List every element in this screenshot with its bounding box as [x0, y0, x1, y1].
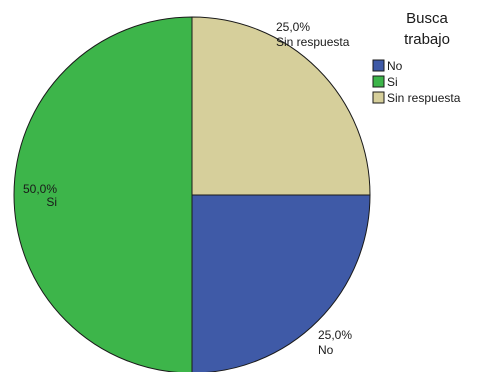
legend-items: No Si Sin respuesta: [372, 59, 461, 105]
pie-slices: [13, 16, 371, 374]
legend-item-sin-respuesta: Sin respuesta: [372, 91, 461, 105]
slice-category-label-si: Si: [46, 195, 57, 209]
slice-percent-label-si: 50,0%: [23, 182, 57, 196]
legend-label-si: Si: [387, 75, 398, 89]
slice-percent-label-no: 25,0%: [318, 328, 352, 342]
legend-item-si: Si: [372, 75, 398, 89]
legend-title-line-1: Busca: [406, 10, 448, 27]
legend-label-no: No: [387, 59, 403, 73]
slice-percent-label-sin-respuesta: 25,0%: [276, 20, 310, 34]
legend: Busca trabajo No Si Sin respuesta: [372, 10, 461, 105]
pie-slice-si: [13, 16, 193, 374]
legend-swatch-sin-respuesta: [372, 91, 385, 104]
slice-category-label-no: No: [318, 343, 334, 357]
legend-swatch-no: [372, 59, 385, 72]
legend-title-line-2: trabajo: [404, 31, 450, 48]
slice-category-label-sin-respuesta: Sin respuesta: [276, 35, 350, 49]
pie-slice-sin-respuesta: [191, 16, 371, 196]
pie-slice-no: [191, 194, 371, 374]
legend-item-no: No: [372, 59, 403, 73]
legend-swatch-si: [372, 75, 385, 88]
legend-label-sin-respuesta: Sin respuesta: [387, 91, 461, 105]
